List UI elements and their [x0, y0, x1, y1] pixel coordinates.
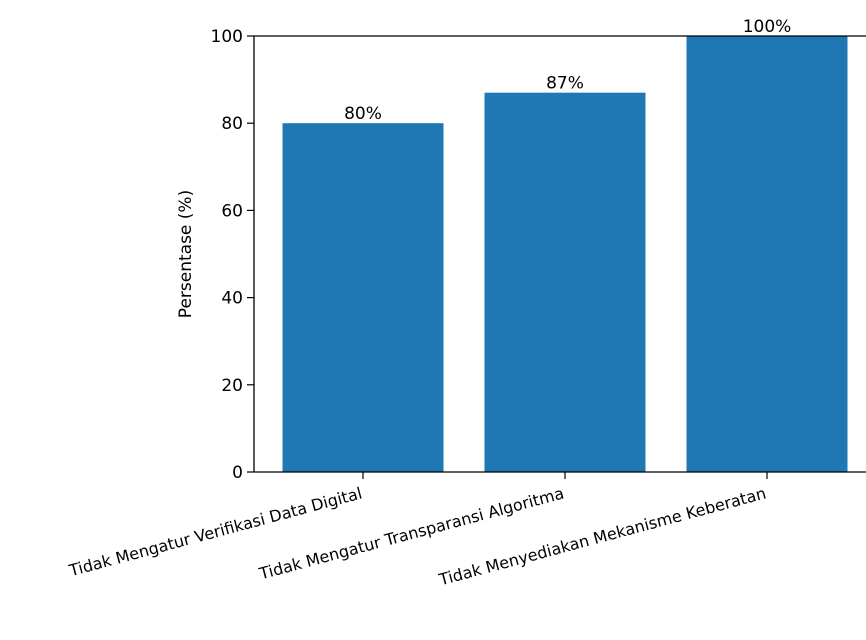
bar — [686, 36, 848, 472]
bar — [282, 123, 444, 472]
y-tick-label: 100 — [211, 27, 243, 47]
y-axis-label: Persentase (%) — [176, 190, 196, 318]
y-tick-label: 20 — [221, 376, 243, 396]
bar-value-label: 100% — [743, 17, 792, 37]
bar — [484, 92, 646, 473]
bar-value-label: 80% — [344, 104, 382, 124]
y-tick-label: 40 — [221, 289, 243, 309]
data-labels-group: 80% 87% 100% — [344, 17, 791, 124]
x-tick-label: Tidak Menyediakan Mekanisme Keberatan — [436, 484, 768, 590]
axes-group — [253, 35, 866, 473]
y-tick-label: 80 — [221, 114, 243, 134]
x-ticks-group: Tidak Mengatur Verifikasi Data DigitalTi… — [66, 472, 768, 589]
bars-group — [282, 36, 848, 473]
y-tick-label: 60 — [221, 201, 243, 221]
y-tick-label: 0 — [232, 463, 243, 483]
bar-value-label: 87% — [546, 74, 584, 94]
y-ticks-group: 0 20 40 60 80 100 — [211, 27, 254, 483]
